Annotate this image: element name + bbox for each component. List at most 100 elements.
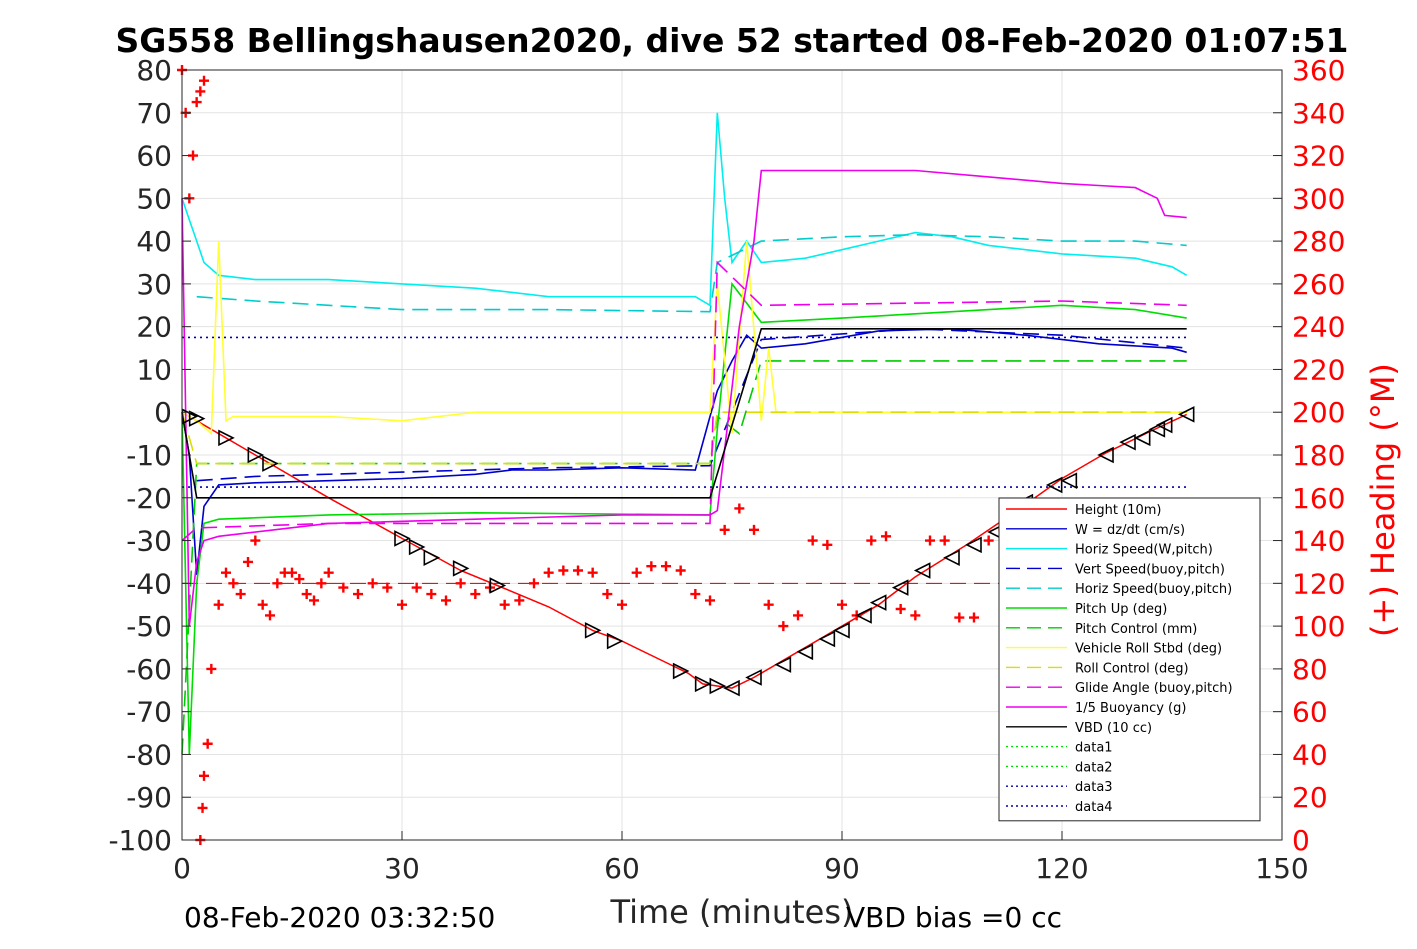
heading-point: [573, 565, 583, 576]
y2-tick-label: 20: [1292, 781, 1328, 814]
y2-tick-label: 160: [1292, 482, 1345, 515]
triangle-point: [1119, 433, 1136, 451]
chart-title: SG558 Bellingshausen2020, dive 52 starte…: [115, 21, 1348, 60]
heading-point: [228, 578, 239, 589]
heading-point: [499, 599, 510, 610]
y2-tick-label: 200: [1292, 396, 1345, 429]
heading-point: [287, 567, 297, 578]
legend-label: W = dz/dt (cm/s): [1075, 523, 1185, 538]
triangle-point: [855, 607, 872, 624]
series-line-roll_ctrl: [181, 411, 1187, 465]
series-line-pitch: [181, 281, 1187, 755]
triangle-point: [1148, 421, 1166, 438]
triangle-point: [965, 536, 982, 554]
triangle-point: [943, 549, 960, 566]
heading-point: [235, 589, 246, 600]
y-tick-label: 0: [154, 396, 172, 429]
legend-label: 1/5 Buoyancy (g): [1075, 701, 1186, 716]
heading-point: [470, 589, 481, 600]
legend-label: Roll Control (deg): [1075, 661, 1189, 676]
heading-point: [514, 595, 525, 606]
y-tick-label: -50: [126, 610, 172, 643]
series-line-vert_buoy: [196, 327, 1187, 482]
heading-point: [969, 612, 979, 623]
footer-timestamp: 08-Feb-2020 03:32:50: [184, 901, 495, 934]
heading-point: [690, 589, 701, 600]
y-tick-label: -90: [126, 781, 172, 814]
x-tick-label: 90: [824, 852, 860, 885]
legend-label: Pitch Control (mm): [1075, 622, 1197, 637]
legend-label: data3: [1075, 780, 1113, 795]
heading-point: [617, 599, 627, 610]
heading-point: [763, 599, 774, 610]
heading-point: [983, 535, 994, 546]
y-tick-label: -80: [126, 738, 172, 771]
legend-label: data1: [1075, 741, 1113, 756]
triangle-point: [694, 675, 712, 693]
triangle-point: [1177, 406, 1195, 423]
y2-tick-label: 240: [1292, 311, 1345, 344]
legend-label: Horiz Speed(buoy,pitch): [1075, 582, 1232, 597]
heading-point: [543, 567, 554, 578]
y2-tick-label: 0: [1292, 824, 1310, 857]
heading-point: [837, 599, 847, 610]
y-tick-label: 20: [136, 311, 172, 344]
triangle-point: [891, 579, 909, 596]
heading-point: [807, 535, 818, 546]
heading-point: [910, 610, 921, 621]
triangle-point: [774, 656, 792, 673]
triangle-markers: [181, 406, 1195, 697]
heading-point: [881, 531, 891, 542]
triangle-point: [606, 632, 624, 650]
x-tick-label: 150: [1255, 852, 1308, 885]
y-tick-label: -20: [126, 482, 172, 515]
heading-point: [954, 612, 965, 623]
heading-point: [221, 567, 231, 578]
y2-tick-label: 120: [1292, 567, 1345, 600]
y2-tick-label: 280: [1292, 225, 1345, 258]
heading-point: [822, 539, 833, 550]
triangle-point: [1133, 429, 1151, 447]
legend-label: Height (10m): [1075, 503, 1161, 518]
legend: Height (10m) W = dz/dt (cm/s) Horiz Speed(…: [998, 497, 1261, 822]
y-tick-label: -70: [126, 696, 172, 729]
heading-point: [778, 621, 789, 632]
heading-point: [206, 663, 217, 674]
y-tick-label: 10: [136, 353, 172, 386]
triangle-point: [247, 446, 265, 464]
triangle-point: [394, 530, 411, 547]
heading-point: [895, 604, 906, 614]
triangle-point: [672, 662, 690, 680]
y-tick-label: -40: [126, 567, 172, 600]
heading-point: [382, 582, 393, 593]
heading-point: [353, 589, 363, 600]
triangle-point: [452, 560, 470, 577]
y-tick-label: 70: [136, 97, 172, 130]
heading-point: [309, 595, 319, 606]
heading-point: [455, 578, 466, 589]
heading-point: [301, 589, 312, 600]
heading-point: [866, 535, 877, 546]
heading-markers: [177, 65, 1009, 845]
triangle-point: [1097, 446, 1114, 464]
triangle-point: [423, 549, 441, 566]
y-tick-label: -60: [126, 653, 172, 686]
x-tick-label: 0: [173, 852, 191, 885]
triangle-point: [188, 410, 206, 427]
triangle-point: [218, 429, 235, 447]
heading-point: [734, 503, 745, 514]
triangle-point: [709, 677, 727, 695]
y2-tick-label: 40: [1292, 738, 1328, 771]
y2-tick-label: 80: [1292, 653, 1328, 686]
y2-tick-label: 140: [1292, 525, 1345, 558]
series-line-horiz_w: [181, 112, 1188, 307]
series-line-horiz_buoy: [196, 233, 1187, 313]
heading-point: [631, 567, 642, 578]
heading-point: [257, 599, 268, 610]
y-tick-label: 40: [136, 225, 172, 258]
triangle-point: [262, 455, 279, 472]
x-tick-label: 30: [384, 852, 420, 885]
heading-point: [195, 86, 206, 97]
y2-tick-label: 300: [1292, 182, 1345, 215]
